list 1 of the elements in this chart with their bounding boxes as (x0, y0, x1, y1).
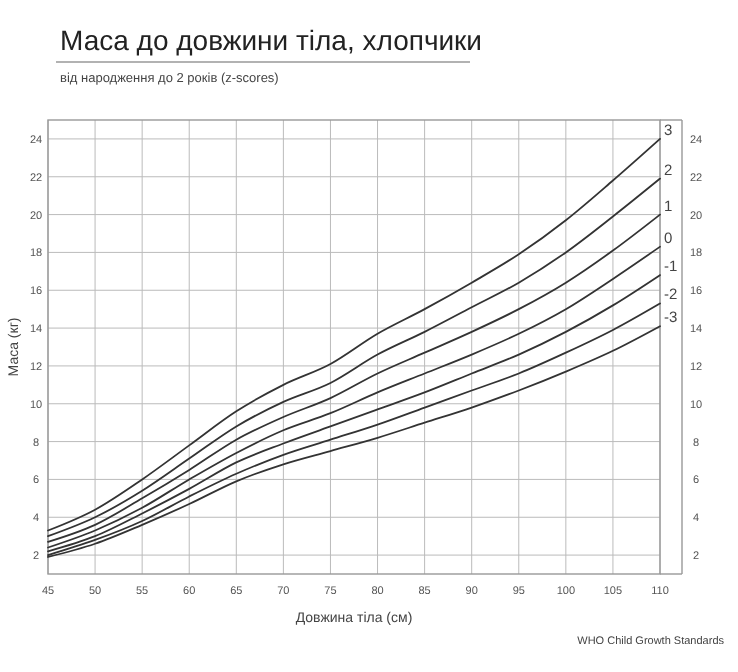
chart-title: Маса до довжини тіла, хлопчики (60, 24, 482, 56)
